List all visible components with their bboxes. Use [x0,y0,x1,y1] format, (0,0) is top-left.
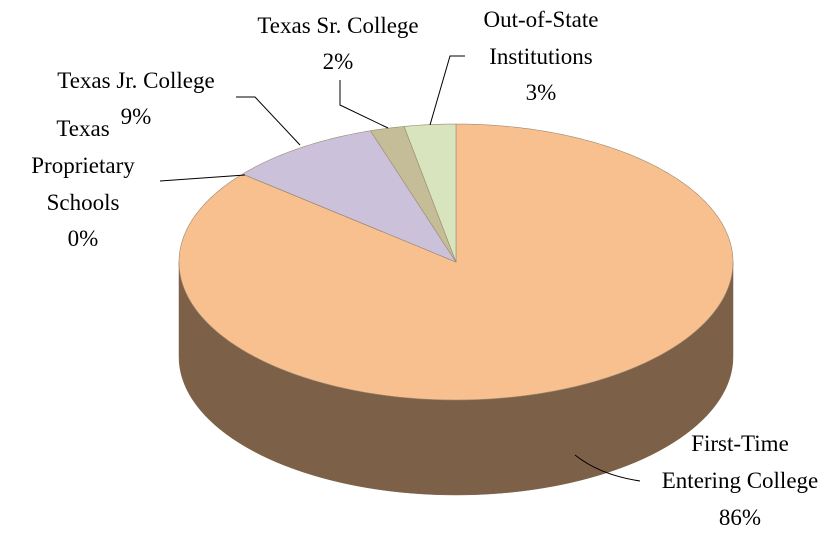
category-label: Out-of-State Institutions [483,7,599,69]
category-label: Texas Proprietary Schools [31,116,135,215]
pie-slice [241,130,457,263]
leader-line [429,55,465,126]
leader-line [159,174,246,182]
value-label: 0% [67,226,99,251]
pie-slice [369,126,457,263]
value-label: 86% [718,505,762,530]
category-label: Texas Jr. College [57,68,215,93]
leader-line [236,96,301,146]
value-label: 3% [525,80,557,105]
value-label: 9% [120,104,152,129]
value-label: 2% [322,49,354,74]
category-label: Texas Sr. College [257,13,419,38]
leader-line [339,80,389,129]
leader-line [574,454,641,482]
category-label: First-Time Entering College [661,431,819,493]
